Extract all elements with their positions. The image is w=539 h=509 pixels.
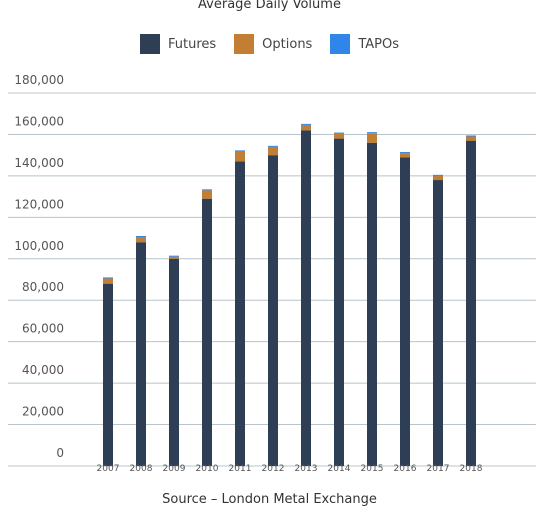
legend-item-tapos[interactable]: TAPOs (330, 34, 399, 54)
bar-options-2016[interactable] (400, 153, 410, 158)
chart-title: Average Daily Volume (198, 0, 341, 12)
bar-tapos-2016[interactable] (400, 152, 410, 154)
y-tick-label: 60,000 (22, 322, 64, 336)
y-tick-label: 40,000 (22, 363, 64, 377)
bar-tapos-2009[interactable] (169, 255, 179, 257)
bar-tapos-2017[interactable] (433, 174, 443, 176)
bar-futures-2012[interactable] (268, 155, 278, 466)
y-tick-label: 0 (56, 446, 64, 460)
y-tick-label: 20,000 (22, 405, 64, 419)
bar-futures-2010[interactable] (202, 198, 212, 466)
y-tick-label: 80,000 (22, 280, 64, 294)
legend-swatch-options (234, 34, 255, 54)
bar-tapos-2012[interactable] (268, 145, 278, 147)
x-tick-label: 2007 (97, 464, 120, 474)
x-tick-label: 2017 (427, 464, 450, 474)
x-tick-label: 2018 (460, 464, 483, 474)
bar-futures-2017[interactable] (433, 180, 443, 467)
legend-swatch-tapos (330, 34, 351, 54)
bar-options-2018[interactable] (466, 136, 476, 141)
x-tick-label: 2013 (295, 464, 318, 474)
bar-futures-2007[interactable] (103, 283, 113, 466)
bar-tapos-2018[interactable] (466, 135, 476, 137)
bar-tapos-2010[interactable] (202, 189, 212, 191)
bar-futures-2016[interactable] (400, 157, 410, 466)
x-tick-label: 2016 (394, 464, 417, 474)
legend: Futures Options TAPOs (0, 34, 539, 54)
legend-label-tapos: TAPOs (358, 36, 400, 52)
y-tick-label: 120,000 (14, 197, 64, 211)
bar-options-2013[interactable] (301, 124, 311, 131)
bar-futures-2008[interactable] (136, 242, 146, 466)
bar-options-2008[interactable] (136, 237, 146, 243)
bar-tapos-2013[interactable] (301, 123, 311, 125)
bar-futures-2018[interactable] (466, 140, 476, 466)
bar-options-2017[interactable] (433, 175, 443, 181)
x-tick-label: 2009 (163, 464, 186, 474)
bar-futures-2009[interactable] (169, 258, 179, 466)
x-tick-label: 2012 (262, 464, 285, 474)
y-tick-label: 180,000 (14, 73, 64, 87)
bar-tapos-2007[interactable] (103, 277, 113, 279)
bar-options-2010[interactable] (202, 190, 212, 199)
bar-options-2014[interactable] (334, 133, 344, 139)
bar-options-2011[interactable] (235, 151, 245, 162)
legend-item-futures[interactable]: Futures (139, 34, 217, 54)
y-tick-label: 140,000 (14, 156, 64, 170)
y-tick-label: 100,000 (14, 239, 64, 253)
bar-futures-2011[interactable] (235, 161, 245, 466)
x-tick-label: 2010 (196, 464, 219, 474)
legend-label-futures: Futures (167, 36, 217, 52)
y-tick-label: 160,000 (14, 114, 64, 128)
bar-futures-2014[interactable] (334, 138, 344, 467)
legend-item-options[interactable]: Options (234, 34, 312, 54)
x-tick-label: 2015 (361, 464, 384, 474)
bar-tapos-2014[interactable] (334, 132, 344, 134)
bar-tapos-2011[interactable] (235, 150, 245, 152)
legend-label-options: Options (262, 36, 313, 52)
bar-futures-2015[interactable] (367, 142, 377, 466)
x-tick-label: 2008 (130, 464, 153, 474)
x-tick-label: 2014 (328, 464, 351, 474)
bar-futures-2013[interactable] (301, 130, 311, 467)
legend-swatch-futures (139, 34, 160, 54)
x-tick-label: 2011 (229, 464, 252, 474)
bar-tapos-2015[interactable] (367, 132, 377, 134)
bar-options-2015[interactable] (367, 133, 377, 143)
bar-options-2009[interactable] (169, 256, 179, 259)
bar-options-2007[interactable] (103, 278, 113, 284)
source-note: Source – London Metal Exchange (162, 492, 377, 507)
bar-options-2012[interactable] (268, 146, 278, 156)
bar-tapos-2008[interactable] (136, 235, 146, 238)
